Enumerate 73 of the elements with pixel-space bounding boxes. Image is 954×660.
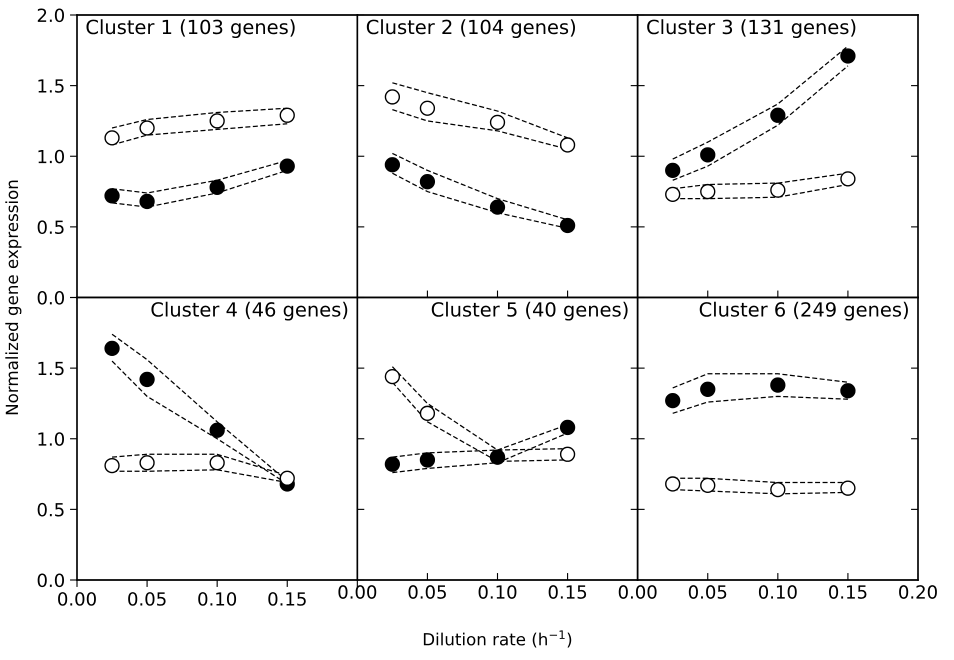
point: [104, 188, 120, 204]
point: [104, 340, 120, 356]
y-axis-title: Normalized gene expression: [5, 180, 22, 414]
point: [420, 174, 436, 190]
point: [560, 420, 576, 436]
point: [104, 130, 120, 146]
x-tick-label: 0.15: [548, 585, 586, 599]
point: [665, 162, 680, 178]
point: [560, 446, 576, 462]
point: [384, 157, 400, 172]
point: [210, 113, 225, 129]
y-tick-label: 1.0: [38, 432, 64, 446]
y-tick-label: 0.0: [38, 290, 64, 305]
point: [560, 218, 576, 234]
point: [700, 478, 716, 493]
chart-title: Cluster 3 (131 genes): [647, 19, 856, 38]
y-tick-label: 1.0: [38, 150, 64, 164]
point: [840, 171, 856, 186]
chart-title: Cluster 6 (249 genes): [700, 302, 908, 321]
point: [384, 456, 400, 472]
point: [770, 377, 786, 393]
x-tick-label: 0.15: [829, 585, 866, 599]
x-tick-label: 0.20: [899, 585, 937, 599]
point: [104, 458, 120, 474]
point: [139, 455, 155, 470]
point: [665, 186, 680, 202]
y-tick-label: 0.0: [38, 573, 64, 588]
point: [280, 158, 295, 174]
x-tick-label: 0.10: [758, 585, 797, 599]
point: [840, 48, 856, 64]
point: [280, 470, 295, 486]
point: [560, 137, 576, 153]
point: [840, 480, 856, 496]
chart-title: Cluster 4 (46 genes): [151, 302, 348, 321]
y-tick-label: 2.0: [38, 8, 64, 22]
chart-title: Cluster 2 (104 genes): [366, 19, 576, 38]
x-tick-label: 0.15: [268, 592, 306, 606]
point: [139, 120, 155, 136]
point: [280, 108, 295, 123]
point: [665, 392, 680, 408]
point: [210, 422, 225, 438]
x-tick-label: 0.05: [688, 585, 726, 599]
point: [139, 372, 155, 388]
chart-title: Cluster 5 (40 genes): [432, 302, 628, 321]
y-tick-label: 1.5: [38, 362, 64, 376]
x-tick-label: 0.10: [198, 592, 236, 606]
x-tick-label: 0.05: [128, 592, 166, 606]
point: [770, 482, 786, 498]
x-tick-label: 0.00: [618, 585, 657, 599]
point: [420, 452, 436, 468]
point: [665, 476, 680, 492]
point: [420, 100, 436, 116]
x-tick-label: 0.00: [338, 585, 376, 599]
point: [840, 383, 856, 398]
x-tick-label: 0.05: [408, 585, 446, 599]
chart-title: Cluster 1 (103 genes): [86, 19, 295, 38]
point: [384, 89, 400, 105]
x-tick-label: 0.00: [58, 592, 96, 606]
point: [700, 382, 716, 397]
x-tick-label: 0.10: [478, 585, 516, 599]
y-tick-label: 0.5: [38, 502, 64, 516]
point: [770, 108, 786, 123]
y-tick-label: 0.5: [38, 220, 64, 234]
point: [490, 199, 506, 215]
point: [210, 180, 225, 195]
point: [700, 147, 716, 162]
point: [210, 455, 225, 470]
point: [490, 114, 506, 130]
y-tick-label: 1.5: [38, 79, 64, 93]
point: [139, 194, 155, 210]
point: [420, 406, 436, 421]
x-axis-title: Dilution rate (h$^{−1}$): [424, 630, 572, 648]
point: [384, 368, 400, 384]
